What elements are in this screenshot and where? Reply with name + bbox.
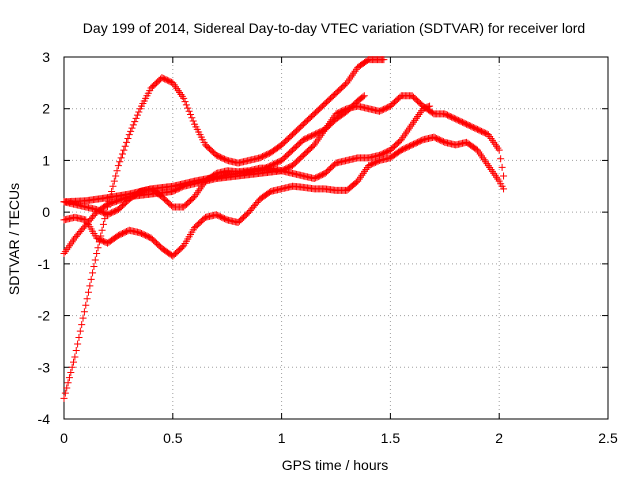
series-track-5 [60,102,434,219]
x-tick-label: 0 [60,430,68,446]
data-point [63,384,71,392]
data-point [135,108,143,116]
y-tick-label: 1 [42,152,50,168]
y-tick-label: -2 [38,308,51,324]
series-track-2 [60,92,368,206]
data-point [380,56,388,64]
data-point [70,358,78,366]
data-point [110,177,118,185]
data-point [189,117,197,125]
data-point [65,374,73,382]
data-point [426,102,434,110]
series-track-4 [60,133,508,260]
data-point [133,111,141,119]
data-point [181,98,189,106]
data-point [84,288,92,296]
data-point [114,162,122,170]
x-tick-label: 1 [278,430,286,446]
data-point [495,146,503,154]
data-point [98,226,106,234]
data-point [120,146,128,154]
data-point [82,301,90,309]
data-point [79,314,87,322]
y-tick-label: -3 [38,359,51,375]
data-point [118,150,126,158]
chart-title: Day 199 of 2014, Sidereal Day-to-day VTE… [83,20,585,36]
data-point [128,124,136,132]
data-point [61,389,69,397]
data-point [424,103,432,111]
data-point [125,131,133,139]
data-point [116,158,124,166]
data-point [498,163,506,171]
data-point [94,244,102,252]
data-point [129,121,137,129]
data-point [117,154,125,162]
data-point [86,282,94,290]
data-point [359,93,367,101]
x-tick-label: 2 [495,430,503,446]
data-point [127,127,135,135]
x-tick-label: 1.5 [381,430,401,446]
x-axis-title: GPS time / hours [282,457,389,473]
data-point [87,275,95,283]
data-point [91,256,99,264]
x-tick-label: 0.5 [163,430,183,446]
data-point [113,167,121,175]
data-point [180,94,188,102]
plot-area [63,56,609,420]
y-tick-label: 0 [42,204,50,220]
data-point [78,321,86,329]
data-point [68,363,76,371]
y-axis-title: SDTVAR / TECUs [6,183,22,295]
data-point [121,142,129,150]
y-tick-labels: -4 -3 -2 -1 0 1 2 3 [38,49,51,427]
data-point [72,346,80,354]
data-point [74,340,82,348]
series-track-1 [60,56,388,402]
data-point [93,250,101,258]
y-tick-label: 2 [42,101,50,117]
x-tick-label: 2.5 [598,430,618,446]
data-point [75,334,83,342]
data-point [60,394,68,402]
data-point [64,379,72,387]
y-tick-label: -1 [38,256,51,272]
data-point [500,185,508,193]
axis-ticks [63,56,609,420]
data-point [186,111,194,119]
data-point [124,134,132,142]
data-point [83,295,91,303]
data-point [182,101,190,109]
data-point [99,220,107,228]
data-point [500,172,508,180]
data-point [112,172,120,180]
series-track-3 [60,92,508,258]
data-point [71,353,79,361]
data-point [67,368,75,376]
data-point [90,262,98,270]
data-point [76,327,84,335]
data-points [60,56,508,402]
data-point [178,243,186,251]
x-tick-labels: 0 0.5 1 1.5 2 2.5 [60,430,618,446]
data-point [184,104,192,112]
data-point [497,155,505,163]
y-tick-label: 3 [42,49,50,65]
data-point [132,114,140,122]
data-point [188,114,196,122]
data-point [360,92,368,100]
data-point [123,138,131,146]
data-point [89,269,97,277]
data-point [109,182,117,190]
data-point [131,118,139,126]
y-tick-label: -4 [38,411,51,427]
data-point [185,107,193,115]
data-point [80,308,88,316]
